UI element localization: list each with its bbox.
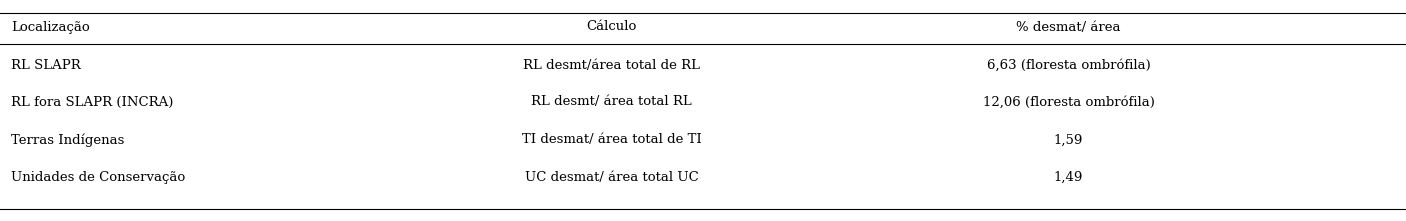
- Text: Localização: Localização: [11, 21, 90, 34]
- Text: RL desmt/ área total RL: RL desmt/ área total RL: [531, 95, 692, 109]
- Text: UC desmat/ área total UC: UC desmat/ área total UC: [524, 170, 699, 183]
- Text: Terras Indígenas: Terras Indígenas: [11, 133, 125, 147]
- Text: TI desmat/ área total de TI: TI desmat/ área total de TI: [522, 133, 702, 147]
- Text: Cálculo: Cálculo: [586, 21, 637, 34]
- Text: Unidades de Conservação: Unidades de Conservação: [11, 170, 186, 183]
- Text: 12,06 (floresta ombrófila): 12,06 (floresta ombrófila): [983, 95, 1154, 109]
- Text: RL fora SLAPR (INCRA): RL fora SLAPR (INCRA): [11, 95, 173, 109]
- Text: RL SLAPR: RL SLAPR: [11, 59, 82, 72]
- Text: RL desmt/área total de RL: RL desmt/área total de RL: [523, 59, 700, 72]
- Text: % desmat/ área: % desmat/ área: [1017, 21, 1121, 34]
- Text: 1,59: 1,59: [1054, 133, 1083, 147]
- Text: 6,63 (floresta ombrófila): 6,63 (floresta ombrófila): [987, 59, 1150, 72]
- Text: 1,49: 1,49: [1054, 170, 1083, 183]
